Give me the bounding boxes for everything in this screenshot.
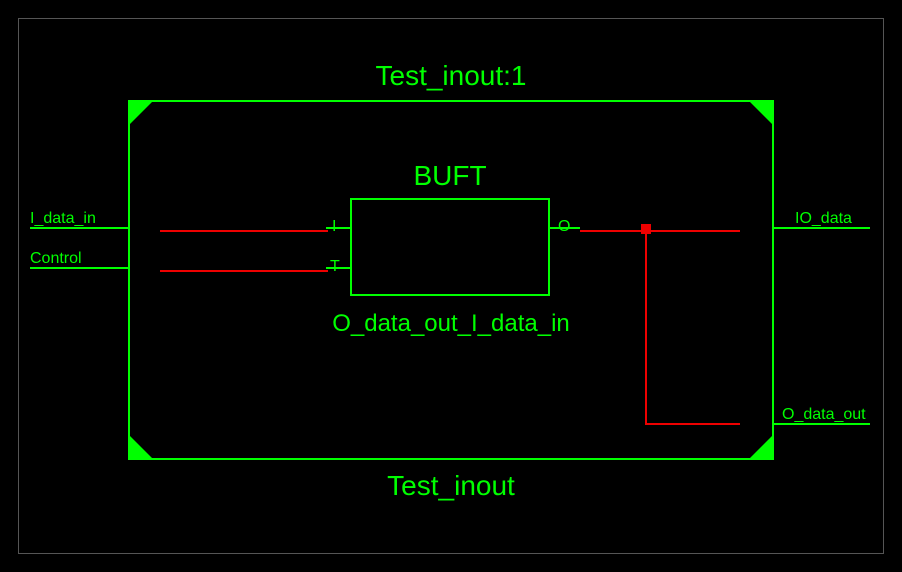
wire-Control-int bbox=[160, 270, 328, 272]
corner-tl bbox=[130, 102, 152, 124]
wire-Oout-vert bbox=[645, 232, 647, 425]
port-Control: Control bbox=[30, 250, 82, 268]
wire-Control-ext bbox=[30, 267, 128, 269]
inner-block-title: BUFT bbox=[350, 160, 550, 192]
wire-Oout-ext bbox=[774, 423, 870, 425]
corner-br bbox=[750, 436, 772, 458]
wire-IOdata-ext bbox=[774, 227, 870, 229]
wire-O-int bbox=[580, 230, 740, 232]
port-O-data-out: O_data_out bbox=[782, 406, 866, 424]
port-I-data-in: I_data_in bbox=[30, 210, 96, 228]
corner-tr bbox=[750, 102, 772, 124]
wire-Oout-horiz bbox=[645, 423, 740, 425]
module-title-top: Test_inout:1 bbox=[0, 60, 902, 92]
inner-block-box bbox=[350, 198, 550, 296]
wire-Idatain-stub bbox=[326, 227, 350, 229]
wire-Control-stub bbox=[326, 267, 350, 269]
wire-Idatain-ext bbox=[30, 227, 128, 229]
corner-bl bbox=[130, 436, 152, 458]
port-IO-data: IO_data bbox=[795, 210, 852, 228]
inner-block-instance: O_data_out_I_data_in bbox=[0, 310, 902, 338]
wire-O-stub bbox=[550, 227, 580, 229]
module-title-bottom: Test_inout bbox=[0, 470, 902, 502]
wire-Idatain-int bbox=[160, 230, 328, 232]
